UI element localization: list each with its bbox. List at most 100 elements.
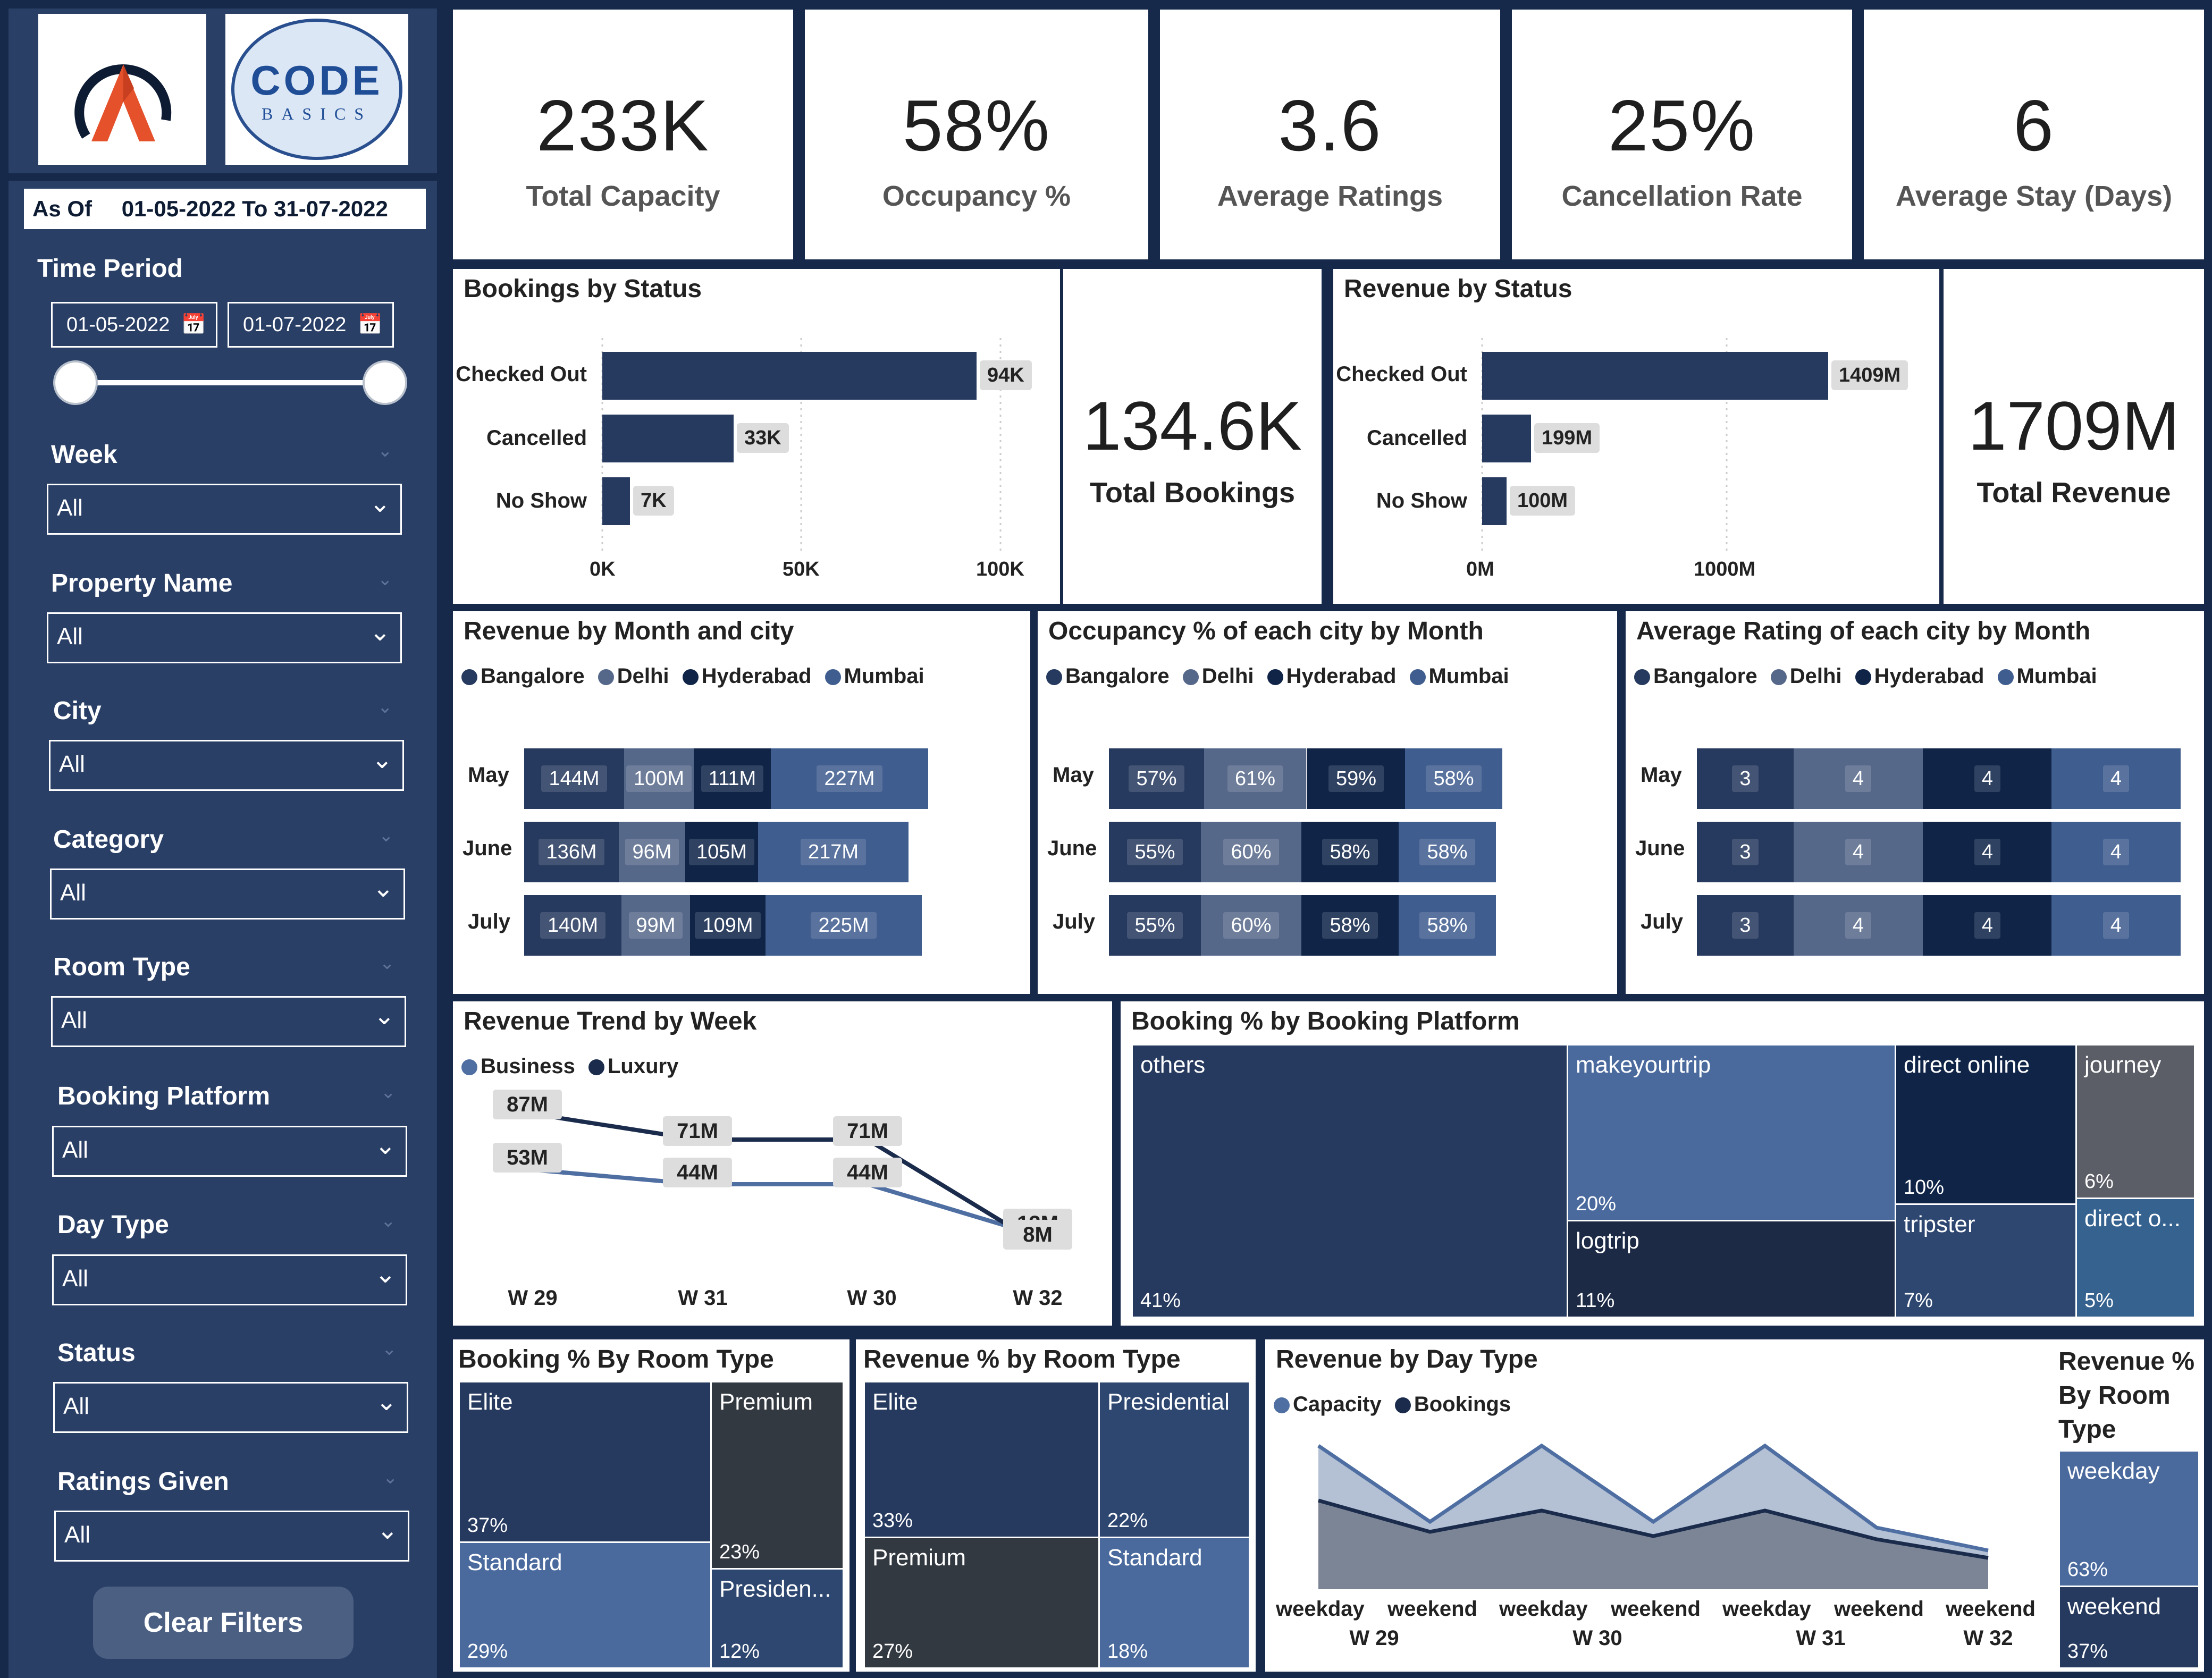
date-to-value: 01-07-2022 xyxy=(243,314,347,336)
property-dropdown[interactable]: All ⌄ xyxy=(47,612,402,663)
tile-weekday[interactable]: weekday 63% xyxy=(2058,1450,2200,1587)
stack-segment-bangalore[interactable]: 57% xyxy=(1109,748,1204,809)
bar-cancelled[interactable] xyxy=(602,415,734,462)
stack-segment-delhi[interactable]: 4 xyxy=(1794,822,1923,882)
stack-segment-hyderabad[interactable]: 4 xyxy=(1923,748,2052,809)
week-dropdown[interactable]: All ⌄ xyxy=(47,484,402,535)
stack-segment-bangalore[interactable]: 136M xyxy=(524,822,619,882)
stack-segment-mumbai[interactable]: 217M xyxy=(758,822,909,882)
clear-filters-button[interactable]: Clear Filters xyxy=(93,1587,354,1659)
time-slider-start-handle[interactable] xyxy=(53,360,98,405)
tile-premium[interactable]: Premium 23% xyxy=(710,1381,844,1570)
chevron-down-icon[interactable]: ⌄ xyxy=(379,825,394,846)
stack-segment-bangalore[interactable]: 55% xyxy=(1109,895,1201,956)
tile-journey[interactable]: journey 6% xyxy=(2075,1044,2196,1199)
as-of-banner: As Of 01-05-2022 To 31-07-2022 xyxy=(24,189,426,229)
status-dropdown[interactable]: All ⌄ xyxy=(53,1382,408,1433)
chevron-down-icon[interactable]: ⌄ xyxy=(377,441,393,461)
tile-percent: 11% xyxy=(1576,1289,1615,1312)
category-dropdown[interactable]: All ⌄ xyxy=(50,868,405,920)
tile-standard[interactable]: Standard 18% xyxy=(1098,1537,1250,1669)
bar-cancelled[interactable] xyxy=(1482,415,1531,462)
tile-makeyourtrip[interactable]: makeyourtrip 20% xyxy=(1567,1044,1896,1221)
bar-checked-out[interactable] xyxy=(1482,352,1828,400)
legend-dot xyxy=(1394,1397,1411,1413)
day-type-dropdown[interactable]: All ⌄ xyxy=(52,1254,407,1305)
tile-elite[interactable]: Elite 37% xyxy=(458,1381,712,1543)
stack-segment-mumbai[interactable]: 227M xyxy=(771,748,928,809)
stack-segment-hyderabad[interactable]: 58% xyxy=(1301,822,1399,882)
stack-segment-bangalore[interactable]: 3 xyxy=(1697,748,1794,809)
bookings-line[interactable] xyxy=(1318,1498,1989,1560)
stack-segment-delhi[interactable]: 60% xyxy=(1201,822,1301,882)
stack-segment-delhi[interactable]: 4 xyxy=(1794,748,1923,809)
luxury-line[interactable] xyxy=(527,1111,1039,1245)
ratings-dropdown[interactable]: All ⌄ xyxy=(54,1511,409,1562)
calendar-icon[interactable]: 📅 xyxy=(357,314,383,336)
time-slider-end-handle[interactable] xyxy=(363,360,407,405)
stack-segment-mumbai[interactable]: 58% xyxy=(1399,822,1496,882)
tile-elite[interactable]: Elite 33% xyxy=(863,1381,1100,1538)
chevron-down-icon[interactable]: ⌄ xyxy=(377,569,393,589)
stack-segment-hyderabad[interactable]: 111M xyxy=(694,748,771,809)
legend-dot xyxy=(1634,669,1650,685)
chevron-down-icon[interactable]: ⌄ xyxy=(380,953,395,973)
tile-standard[interactable]: Standard 29% xyxy=(458,1541,712,1669)
stack-segment-delhi[interactable]: 4 xyxy=(1794,895,1923,956)
tile-tripster[interactable]: tripster 7% xyxy=(1895,1203,2077,1318)
stack-segment-bangalore[interactable]: 3 xyxy=(1697,822,1794,882)
tile-presidential[interactable]: Presiden... 12% xyxy=(710,1568,844,1669)
month-label: June xyxy=(1047,837,1097,860)
capacity-line[interactable] xyxy=(1317,1443,1989,1553)
segment-label: 4 xyxy=(2102,912,2130,939)
stack-segment-bangalore[interactable]: 55% xyxy=(1109,822,1201,882)
time-slider-track[interactable] xyxy=(77,380,385,385)
chart-title: Revenue by Status xyxy=(1344,275,1572,303)
chart-title: Revenue Trend by Week xyxy=(464,1007,757,1035)
tile-direct-offline[interactable]: direct o... 5% xyxy=(2075,1198,2196,1318)
stack-segment-mumbai[interactable]: 58% xyxy=(1399,895,1496,956)
chevron-down-icon[interactable]: ⌄ xyxy=(383,1468,398,1488)
stack-segment-delhi[interactable]: 61% xyxy=(1204,748,1306,809)
stack-segment-mumbai[interactable]: 225M xyxy=(766,895,922,956)
stack-segment-hyderabad[interactable]: 59% xyxy=(1307,748,1406,809)
stack-segment-mumbai[interactable]: 4 xyxy=(2051,748,2181,809)
bar-checked-out[interactable] xyxy=(602,352,977,400)
stack-segment-mumbai[interactable]: 4 xyxy=(2051,822,2181,882)
room-type-dropdown[interactable]: All ⌄ xyxy=(51,996,406,1047)
stack-segment-hyderabad[interactable]: 4 xyxy=(1923,822,2052,882)
dropdown-value: All xyxy=(61,1007,87,1033)
tile-others[interactable]: others 41% xyxy=(1131,1044,1568,1318)
bar-no-show[interactable] xyxy=(1482,477,1507,525)
kpi-label: Total Capacity xyxy=(526,180,720,212)
stack-segment-hyderabad[interactable]: 105M xyxy=(685,822,758,882)
date-to-input[interactable]: 01-07-2022 📅 xyxy=(228,302,394,348)
tile-logtrip[interactable]: logtrip 11% xyxy=(1567,1220,1896,1318)
tile-premium[interactable]: Premium 27% xyxy=(863,1537,1100,1669)
stack-segment-delhi[interactable]: 60% xyxy=(1201,895,1301,956)
stack-segment-mumbai[interactable]: 4 xyxy=(2051,895,2181,956)
stack-segment-delhi[interactable]: 96M xyxy=(619,822,685,882)
stack-segment-bangalore[interactable]: 3 xyxy=(1697,895,1794,956)
date-from-input[interactable]: 01-05-2022 📅 xyxy=(51,302,217,348)
stack-segment-mumbai[interactable]: 58% xyxy=(1405,748,1502,809)
chevron-down-icon[interactable]: ⌄ xyxy=(382,1339,397,1359)
stack-segment-hyderabad[interactable]: 58% xyxy=(1301,895,1399,956)
stack-segment-hyderabad[interactable]: 4 xyxy=(1923,895,2052,956)
stack-segment-bangalore[interactable]: 144M xyxy=(524,748,624,809)
stack-segment-delhi[interactable]: 99M xyxy=(621,895,690,956)
tile-presidential[interactable]: Presidential 22% xyxy=(1098,1381,1250,1538)
tile-direct-online[interactable]: direct online 10% xyxy=(1895,1044,2077,1205)
stack-segment-bangalore[interactable]: 140M xyxy=(524,895,621,956)
booking-platform-dropdown[interactable]: All ⌄ xyxy=(52,1126,407,1177)
city-dropdown[interactable]: All ⌄ xyxy=(49,740,404,791)
stack-segment-delhi[interactable]: 100M xyxy=(624,748,694,809)
chevron-down-icon[interactable]: ⌄ xyxy=(381,1211,396,1231)
tile-weekend[interactable]: weekend 37% xyxy=(2058,1586,2200,1669)
bar-no-show[interactable] xyxy=(602,477,630,525)
chevron-down-icon[interactable]: ⌄ xyxy=(381,1082,396,1102)
calendar-icon[interactable]: 📅 xyxy=(181,314,206,336)
business-line[interactable] xyxy=(527,1167,1039,1237)
chevron-down-icon[interactable]: ⌄ xyxy=(377,697,393,717)
stack-segment-hyderabad[interactable]: 109M xyxy=(690,895,766,956)
